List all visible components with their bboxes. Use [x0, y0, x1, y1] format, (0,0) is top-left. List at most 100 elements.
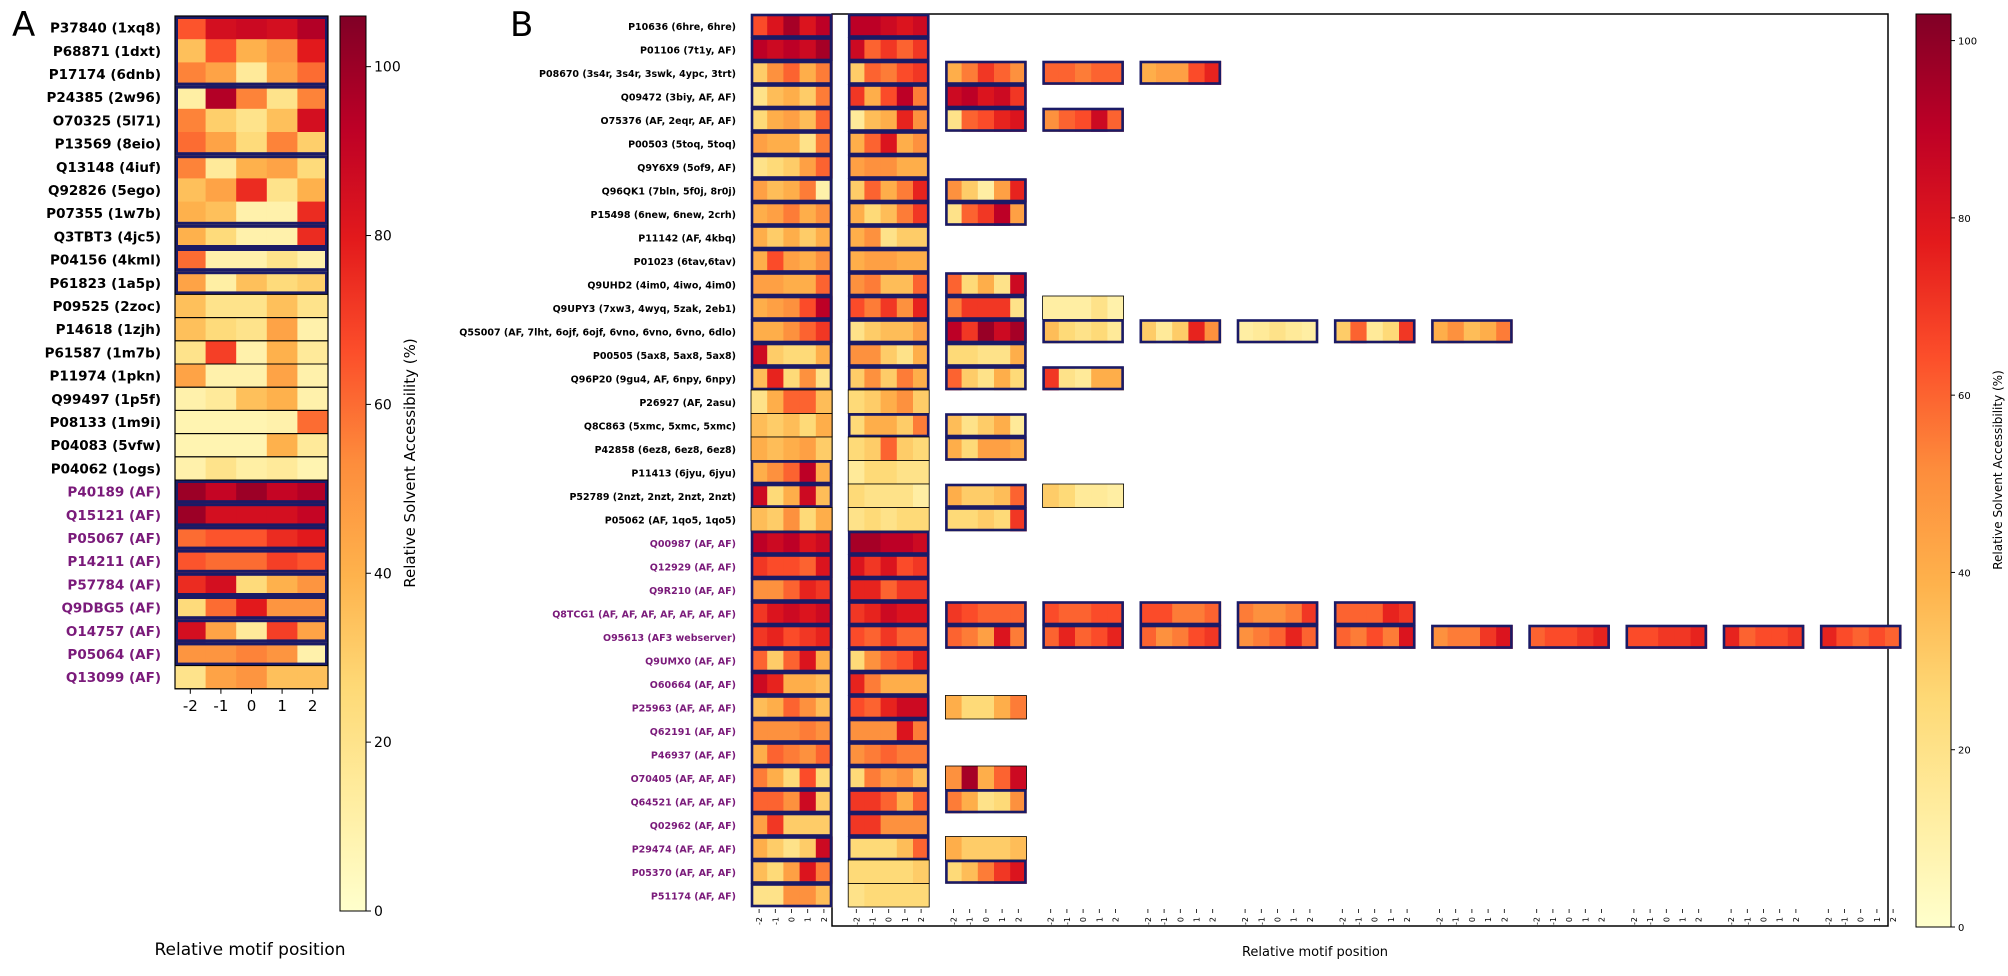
motif-box: [175, 619, 328, 643]
x-tick-label: -2: [852, 917, 861, 925]
heatmap-cell: [994, 108, 1011, 132]
heatmap-cell: [236, 155, 268, 179]
heatmap-cell: [1463, 625, 1481, 649]
heatmap-cell: [799, 37, 817, 62]
row-label: P57784 (AF): [67, 577, 161, 593]
heatmap-cell: [1496, 625, 1513, 649]
heatmap-cell: [175, 132, 206, 156]
heatmap-cell: [977, 343, 995, 367]
heatmap-cell: [767, 108, 784, 132]
motif-box: [175, 155, 328, 225]
heatmap-cell: [913, 84, 930, 109]
heatmap-cell: [994, 413, 1011, 438]
heatmap-cell: [945, 695, 962, 720]
motif-box: [1139, 319, 1222, 344]
heatmap-cell: [1577, 625, 1594, 649]
heatmap-cell: [799, 272, 817, 297]
heatmap-cell: [880, 61, 898, 85]
motif-box: [750, 789, 833, 814]
heatmap-cell: [913, 836, 930, 861]
motif-box: [175, 642, 328, 666]
heatmap-cell: [1042, 366, 1060, 391]
row-label: P11974 (1pkn): [49, 369, 161, 385]
heatmap-cell: [1156, 601, 1173, 626]
motif-box: [945, 413, 1027, 438]
heatmap-cell: [896, 390, 914, 414]
heatmap-cell: [175, 596, 206, 620]
row-label: Q9R210 (AF, AF): [649, 586, 736, 597]
heatmap-cell: [751, 413, 768, 438]
row-label: Q12929 (AF, AF): [650, 562, 736, 573]
motif-box: [1333, 601, 1416, 626]
heatmap-cell: [297, 248, 329, 272]
motif-box: [750, 601, 833, 626]
heatmap-cell: [945, 272, 962, 297]
heatmap-cell: [1301, 625, 1319, 649]
heatmap-cell: [880, 531, 898, 555]
motif-box: [750, 295, 833, 320]
heatmap-cell: [799, 531, 817, 555]
heatmap-cell: [815, 437, 833, 461]
heatmap-cell: [1010, 343, 1027, 367]
motif-box: [750, 154, 833, 179]
motif-box: [750, 765, 833, 790]
motif-box: [847, 201, 930, 226]
heatmap-cell: [799, 578, 817, 602]
heatmap-cell: [815, 366, 833, 391]
heatmap-cell: [205, 271, 237, 295]
heatmap-cell: [767, 296, 784, 320]
heatmap-cell: [880, 413, 898, 438]
heatmap-cell: [799, 860, 817, 884]
heatmap-cell: [864, 672, 881, 696]
motif-box: [750, 671, 833, 696]
heatmap-cell: [880, 155, 898, 179]
heatmap-cell: [880, 14, 898, 38]
heatmap-cell: [751, 672, 768, 696]
motif-box: [750, 60, 833, 85]
row-label: P05370 (AF, AF, AF): [632, 868, 736, 879]
heatmap-cell: [896, 437, 914, 461]
heatmap-cell: [880, 437, 898, 461]
heatmap-cell: [848, 413, 865, 438]
heatmap-cell: [767, 625, 784, 649]
motif-box: [847, 178, 930, 203]
x-tick-label: 0: [1371, 917, 1380, 922]
motif-box: [1042, 366, 1124, 391]
motif-box: [1431, 624, 1513, 649]
heatmap-cell: [864, 131, 881, 156]
heatmap-cell: [783, 672, 800, 696]
row-label: P01106 (7t1y, AF): [640, 45, 736, 56]
heatmap-cell: [175, 248, 206, 272]
heatmap-cell: [961, 413, 979, 438]
heatmap-cell: [848, 719, 865, 743]
motif-box: [750, 225, 833, 250]
heatmap-cell: [815, 249, 833, 273]
heatmap-cell: [751, 766, 768, 790]
x-tick-label: 1: [1193, 917, 1202, 922]
heatmap-cell: [1350, 625, 1367, 649]
x-tick-label: -1: [1549, 917, 1558, 925]
heatmap-cell: [896, 766, 914, 790]
x-tick-label: 2: [820, 917, 829, 922]
heatmap-cell: [205, 201, 237, 226]
heatmap-cell: [205, 39, 237, 63]
heatmap-cell: [751, 813, 768, 837]
heatmap-cell: [799, 719, 817, 743]
heatmap-cell: [1237, 601, 1254, 626]
row-label: Q8TCG1 (AF, AF, AF, AF, AF, AF, AF): [552, 609, 736, 620]
x-tick-label: -2: [183, 697, 198, 715]
heatmap-cell: [297, 619, 329, 643]
heatmap-cell: [815, 390, 833, 414]
heatmap-cell: [767, 695, 784, 720]
x-tick-label: 2: [1014, 917, 1023, 922]
heatmap-cell: [297, 201, 329, 226]
heatmap-cell: [751, 789, 768, 814]
motif-box: [750, 37, 833, 62]
heatmap-cell: [297, 271, 329, 295]
heatmap-cell: [1237, 319, 1254, 344]
heatmap-cell: [783, 578, 800, 602]
heatmap-cell: [977, 484, 995, 508]
heatmap-cell: [751, 225, 768, 250]
heatmap-cell: [1301, 319, 1319, 344]
heatmap-cell: [799, 14, 817, 38]
